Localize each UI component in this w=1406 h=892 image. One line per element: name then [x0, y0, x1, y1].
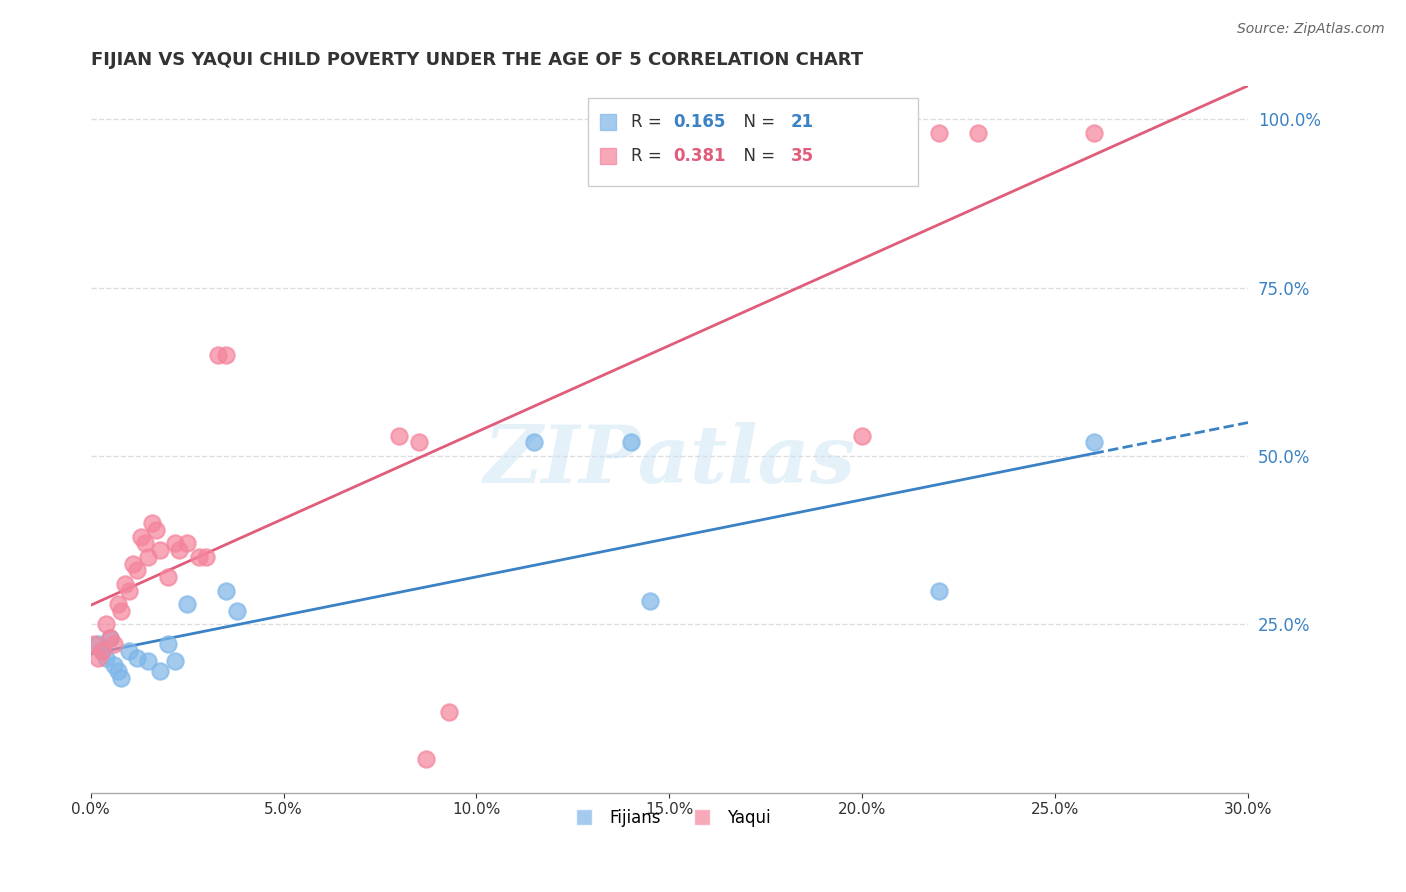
- Point: [118, 644, 141, 658]
- Point: [523, 435, 546, 450]
- Point: [83, 638, 105, 652]
- Point: [103, 657, 125, 672]
- Point: [214, 348, 236, 362]
- Text: 0.165: 0.165: [672, 113, 725, 131]
- Point: [851, 428, 873, 442]
- Point: [1083, 435, 1105, 450]
- Text: ZIPatlas: ZIPatlas: [484, 422, 855, 499]
- Point: [98, 631, 121, 645]
- FancyBboxPatch shape: [588, 97, 918, 186]
- Point: [207, 348, 229, 362]
- Point: [176, 536, 198, 550]
- Point: [138, 549, 160, 564]
- Point: [226, 604, 249, 618]
- Point: [388, 428, 411, 442]
- Point: [122, 557, 145, 571]
- Point: [928, 583, 950, 598]
- Text: FIJIAN VS YAQUI CHILD POVERTY UNDER THE AGE OF 5 CORRELATION CHART: FIJIAN VS YAQUI CHILD POVERTY UNDER THE …: [90, 51, 863, 69]
- Point: [967, 126, 990, 140]
- Point: [169, 543, 191, 558]
- Point: [408, 435, 430, 450]
- Point: [103, 638, 125, 652]
- Point: [125, 563, 148, 577]
- Point: [114, 577, 136, 591]
- Point: [87, 651, 110, 665]
- Point: [134, 536, 156, 550]
- Text: R =: R =: [631, 113, 666, 131]
- Point: [165, 536, 187, 550]
- Point: [415, 752, 437, 766]
- Point: [94, 617, 117, 632]
- Point: [1083, 126, 1105, 140]
- Point: [620, 435, 643, 450]
- Point: [98, 631, 121, 645]
- Point: [195, 549, 218, 564]
- Point: [928, 126, 950, 140]
- Text: R =: R =: [631, 147, 666, 165]
- Point: [118, 583, 141, 598]
- Text: Source: ZipAtlas.com: Source: ZipAtlas.com: [1237, 22, 1385, 37]
- Point: [107, 597, 129, 611]
- Point: [91, 644, 114, 658]
- Point: [156, 638, 179, 652]
- Point: [141, 516, 163, 531]
- Point: [138, 654, 160, 668]
- Point: [156, 570, 179, 584]
- Point: [110, 671, 132, 685]
- Text: N =: N =: [733, 113, 780, 131]
- Point: [638, 593, 661, 607]
- Point: [187, 549, 209, 564]
- Text: N =: N =: [733, 147, 780, 165]
- Point: [110, 604, 132, 618]
- Legend: Fijians, Yaqui: Fijians, Yaqui: [561, 803, 778, 834]
- Point: [165, 654, 187, 668]
- Text: 35: 35: [790, 147, 814, 165]
- Point: [149, 665, 172, 679]
- Point: [107, 665, 129, 679]
- Point: [87, 638, 110, 652]
- Point: [129, 530, 152, 544]
- Point: [890, 126, 912, 140]
- Point: [125, 651, 148, 665]
- Point: [214, 583, 236, 598]
- Point: [94, 651, 117, 665]
- Point: [145, 523, 167, 537]
- Text: 21: 21: [790, 113, 814, 131]
- Text: 0.381: 0.381: [672, 147, 725, 165]
- Point: [176, 597, 198, 611]
- Point: [91, 644, 114, 658]
- Point: [149, 543, 172, 558]
- Point: [439, 705, 461, 719]
